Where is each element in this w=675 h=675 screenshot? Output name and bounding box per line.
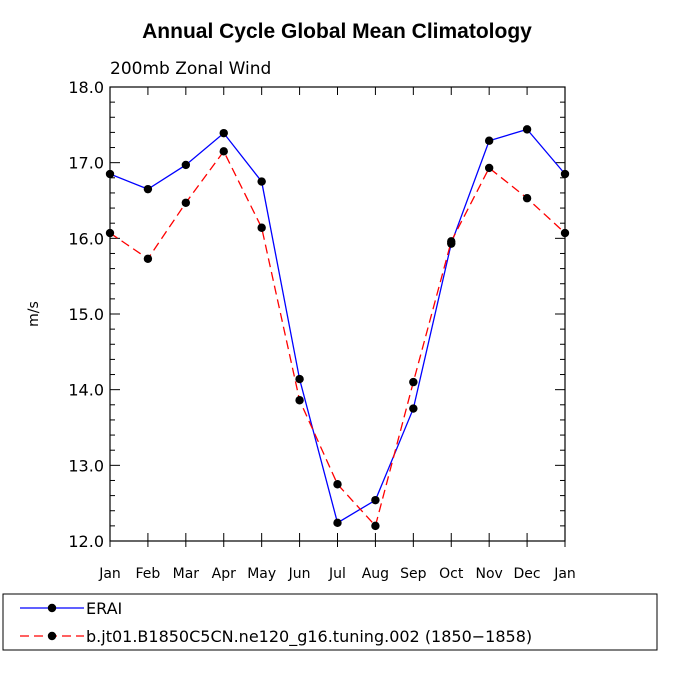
x-tick-label: Aug — [362, 566, 389, 582]
series-1-point — [409, 404, 418, 413]
x-tick-label: Nov — [476, 566, 503, 582]
plot-frame — [109, 86, 566, 542]
x-tick-label: Oct — [439, 566, 464, 582]
series-2-point — [219, 147, 228, 156]
y-tick-label: 14.0 — [68, 381, 104, 400]
series-1-point — [105, 169, 115, 179]
series-2-point — [447, 237, 456, 246]
series-layer — [105, 125, 570, 531]
x-tick-label: Apr — [212, 566, 236, 582]
series-1-point — [560, 169, 570, 179]
legend-label-1: ERAI — [86, 599, 122, 618]
x-tick-label: Feb — [136, 566, 161, 582]
x-tick-label: Dec — [514, 566, 541, 582]
series-2-point — [181, 198, 191, 207]
series-1-point — [219, 128, 228, 138]
y-axis-label: m/s — [26, 301, 42, 327]
series-1-point — [257, 177, 266, 186]
series-2-point — [484, 163, 494, 173]
y-tick-label: 18.0 — [68, 78, 104, 97]
series-1-point — [143, 184, 153, 194]
chart-subtitle: 200mb Zonal Wind — [110, 59, 271, 79]
series-2-point — [371, 521, 380, 531]
legend-marker-2 — [47, 631, 57, 641]
y-tick-label: 12.0 — [68, 532, 104, 551]
y-tick-label: 15.0 — [68, 305, 104, 324]
x-tick-label: May — [247, 566, 276, 582]
series-2-point — [295, 396, 304, 405]
series-1-point — [333, 518, 342, 528]
chart-title: Annual Cycle Global Mean Climatology — [142, 20, 532, 43]
series-2-point — [560, 228, 570, 238]
x-tick-label: Jan — [98, 566, 121, 582]
series-1-point — [484, 136, 494, 145]
x-tick-label: Jul — [328, 566, 346, 582]
y-tick-label: 16.0 — [68, 229, 104, 248]
series-2-point — [522, 194, 532, 203]
series-2-point — [143, 254, 153, 263]
series-2-point — [409, 377, 418, 387]
series-1-point — [522, 125, 532, 134]
series-1-point — [181, 160, 191, 170]
y-tick-label: 13.0 — [68, 456, 104, 475]
x-tick-label: Mar — [173, 566, 200, 582]
x-tick-label: Jun — [288, 566, 311, 582]
series-2-point — [333, 480, 342, 489]
series-1-point — [295, 374, 304, 384]
x-axis-ticks: Jan Feb Mar Apr May Jun Jul Aug Sep Oct Nov Dec Jan — [98, 87, 576, 582]
series-line-2 — [109, 150, 566, 528]
x-tick-label: Jan — [553, 566, 576, 582]
x-tick-label: Sep — [400, 566, 427, 582]
series-2-point — [105, 228, 115, 238]
y-tick-label: 17.0 — [68, 154, 104, 173]
legend-label-2: b.jt01.B1850C5CN.ne120_g16.tuning.002 (1… — [86, 627, 532, 647]
y-axis-ticks: 12.0 13.0 14.0 15.0 16.0 17.0 18.0 — [68, 78, 565, 551]
legend-box — [2, 593, 658, 651]
series-1-point — [371, 495, 380, 505]
series-2-point — [257, 223, 266, 232]
legend-marker-1 — [47, 603, 57, 613]
series-line-1 — [109, 128, 566, 524]
legend: ERAI b.jt01.B1850C5CN.ne120_g16.tuning.00… — [20, 599, 532, 647]
